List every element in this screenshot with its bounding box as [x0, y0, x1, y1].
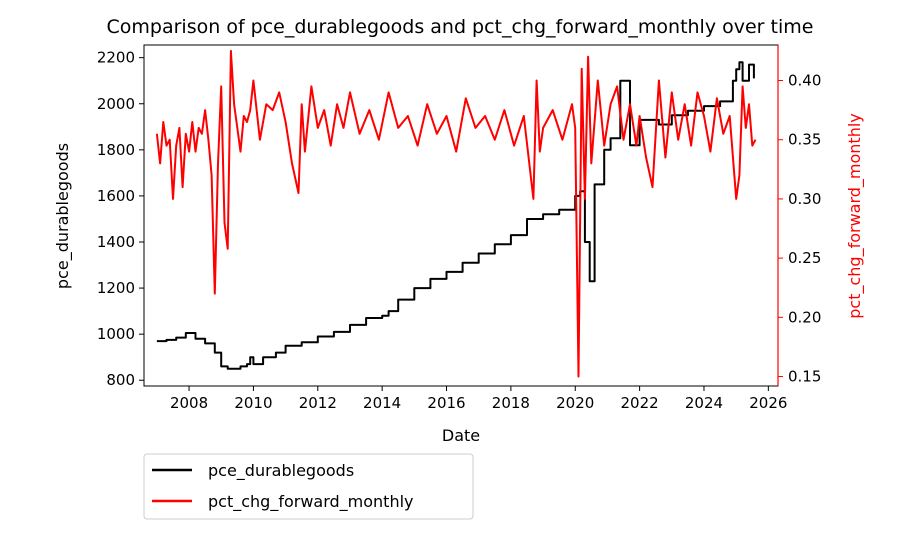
x-tick-label: 2024: [685, 394, 723, 412]
right-y-tick-label: 0.20: [788, 308, 821, 326]
right-y-tick-label: 0.35: [788, 131, 821, 149]
legend-label-pce-durablegoods: pce_durablegoods: [208, 461, 354, 481]
left-y-tick-label: 2200: [97, 49, 135, 67]
legend-label-pct-chg-forward-monthly: pct_chg_forward_monthly: [208, 492, 414, 512]
left-y-tick-label: 1800: [97, 141, 135, 159]
right-y-tick-label: 0.30: [788, 190, 821, 208]
x-tick-label: 2010: [234, 394, 272, 412]
right-y-axis-ticks: 0.15 0.20 0.25 0.30 0.35 0.40: [778, 72, 821, 386]
x-tick-label: 2026: [749, 394, 787, 412]
chart-title: Comparison of pce_durablegoods and pct_c…: [107, 16, 814, 38]
right-y-tick-label: 0.40: [788, 72, 821, 90]
left-y-tick-label: 1000: [97, 325, 135, 343]
axes-frame: [143, 44, 779, 387]
left-y-tick-label: 1600: [97, 187, 135, 205]
left-y-axis-label: pce_durablegoods: [53, 143, 73, 289]
x-axis-label: Date: [442, 426, 480, 445]
x-tick-label: 2008: [170, 394, 208, 412]
right-y-tick-label: 0.15: [788, 368, 821, 386]
right-y-tick-label: 0.25: [788, 249, 821, 267]
x-tick-label: 2016: [427, 394, 465, 412]
x-tick-label: 2012: [299, 394, 337, 412]
series-line-pce-durablegoods: [156, 61, 755, 370]
left-y-tick-label: 1400: [97, 233, 135, 251]
x-tick-label: 2020: [556, 394, 594, 412]
legend: pce_durablegoods pct_chg_forward_monthly: [143, 453, 474, 520]
x-axis-ticks: 2008 2010 2012 2014 2016 2018 2020 2022 2024 2026: [170, 386, 787, 412]
x-tick-label: 2022: [621, 394, 659, 412]
left-y-axis-ticks: 800 1000 1200 1400 1600 1800 2000 2200: [97, 49, 144, 389]
right-y-axis-label: pct_chg_forward_monthly: [845, 113, 865, 319]
left-y-tick-label: 1200: [97, 279, 135, 297]
left-y-tick-label: 800: [106, 371, 135, 389]
x-tick-label: 2014: [363, 394, 401, 412]
left-y-tick-label: 2000: [97, 95, 135, 113]
legend-frame: [143, 453, 474, 520]
series-line-pct-chg-forward-monthly: [155, 49, 757, 378]
plot-area: [143, 44, 779, 387]
x-tick-label: 2018: [492, 394, 530, 412]
